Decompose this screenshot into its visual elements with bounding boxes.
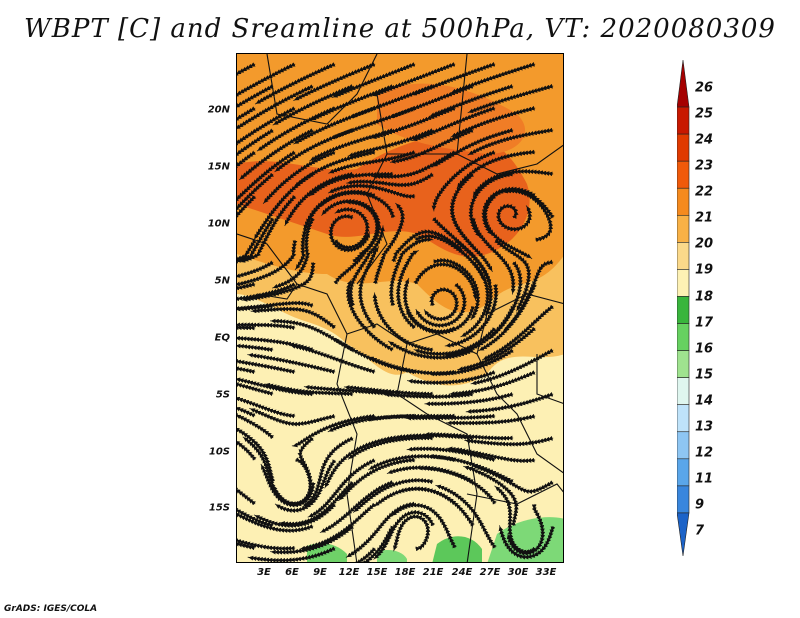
lat-label-eq: EQ (214, 332, 230, 344)
colorbar-segment (677, 106, 690, 135)
colorbar-segment (677, 187, 690, 216)
colorbar-label-15: 15 (695, 367, 714, 383)
colorbar-label-11: 11 (695, 471, 714, 487)
colorbar-label-22: 22 (695, 184, 714, 200)
colorbar-segment (677, 458, 690, 487)
colorbar-label-17: 17 (695, 315, 714, 331)
colorbar-label-23: 23 (695, 158, 714, 174)
streamlines (237, 61, 556, 562)
colorbar-segment (677, 404, 690, 433)
map-title: WBPT [C] and Sreamline at 500hPa, VT: 20… (24, 14, 776, 44)
colorbar-segment (677, 350, 690, 378)
lat-label-20n: 20N (207, 104, 230, 116)
streamline (446, 413, 536, 426)
lon-label-27e: 27E (479, 567, 501, 578)
streamline (237, 282, 296, 302)
colorbar-segment (677, 431, 690, 460)
lon-label-9e: 9E (313, 567, 327, 578)
streamline (465, 392, 554, 414)
colorbar (677, 60, 690, 557)
colorbar-label-13: 13 (695, 419, 714, 435)
colorbar-label-9: 9 (695, 497, 705, 513)
streamline (464, 435, 554, 447)
colorbar-label-25: 25 (695, 106, 714, 122)
colorbar-segment (677, 512, 690, 557)
streamline (472, 169, 554, 198)
colorbar-segment (677, 296, 690, 324)
colorbar-label-18: 18 (695, 289, 714, 305)
colorbar-label-12: 12 (695, 445, 714, 461)
colorbar-segment (677, 242, 690, 270)
lat-label-10n: 10N (207, 218, 230, 230)
colorbar-label-20: 20 (695, 236, 714, 252)
streamline (467, 127, 554, 156)
lon-label-18e: 18E (394, 567, 416, 578)
colorbar-label-21: 21 (695, 210, 714, 226)
streamline (502, 188, 554, 243)
streamline (347, 547, 377, 562)
lat-label-10s: 10S (208, 446, 230, 458)
colorbar-segment (677, 160, 690, 189)
lon-label-12e: 12E (338, 567, 360, 578)
streamline (242, 436, 296, 507)
colorbar-segment (677, 485, 690, 514)
lon-label-6e: 6E (285, 567, 299, 578)
colorbar-segment (677, 269, 690, 297)
lon-label-21e: 21E (422, 567, 444, 578)
colorbar-label-14: 14 (695, 393, 714, 409)
colorbar-segment (677, 323, 690, 351)
colorbar-label-26: 26 (695, 80, 714, 96)
colorbar-segment (677, 377, 690, 406)
colorbar-segment (677, 60, 690, 108)
colorbar-label-19: 19 (695, 262, 714, 278)
grads-credit: GrADS: IGES/COLA (4, 604, 98, 614)
map-canvas (237, 54, 563, 562)
colorbar-label-24: 24 (695, 132, 714, 148)
lon-label-30e: 30E (507, 567, 529, 578)
lat-label-5s: 5S (215, 389, 230, 401)
lon-label-33e: 33E (535, 567, 557, 578)
lon-label-24e: 24E (451, 567, 473, 578)
lon-label-3e: 3E (257, 567, 271, 578)
map-panel (236, 53, 564, 563)
lat-label-15n: 15N (207, 161, 230, 173)
colorbar-segment (677, 133, 690, 162)
lat-label-15s: 15S (208, 502, 230, 514)
streamline (435, 484, 497, 549)
colorbar-segment (677, 214, 690, 243)
streamline (237, 300, 314, 311)
colorbar-label-7: 7 (695, 523, 705, 539)
streamline (494, 485, 536, 555)
streamline (247, 546, 336, 562)
colorbar-label-16: 16 (695, 341, 714, 357)
lon-label-15e: 15E (366, 567, 388, 578)
streamline (327, 183, 416, 199)
lat-label-5n: 5N (214, 275, 230, 287)
